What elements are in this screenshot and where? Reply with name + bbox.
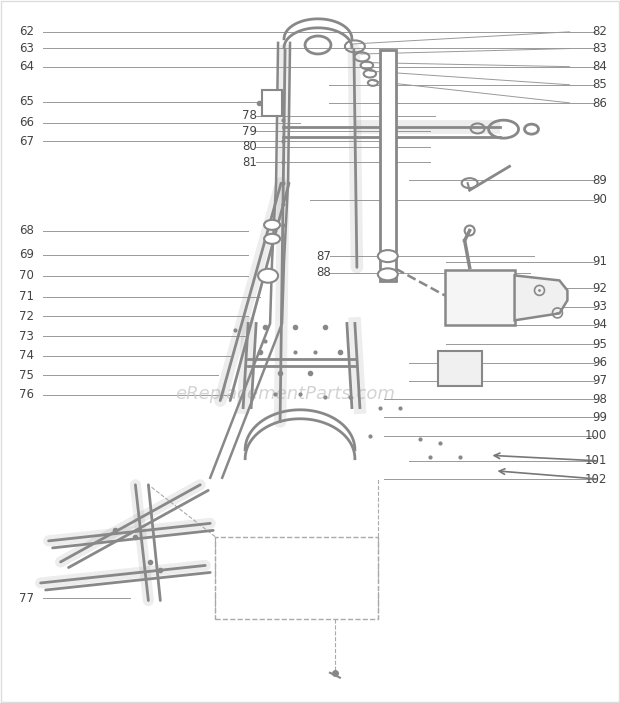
Text: 63: 63: [19, 42, 33, 55]
Ellipse shape: [258, 269, 278, 283]
Text: 72: 72: [19, 310, 33, 323]
Text: 96: 96: [592, 356, 608, 369]
Text: 94: 94: [592, 318, 608, 331]
Text: 65: 65: [19, 96, 33, 108]
Text: 95: 95: [593, 338, 608, 351]
Text: 82: 82: [593, 25, 608, 38]
Text: 91: 91: [592, 255, 608, 269]
Text: 85: 85: [593, 79, 608, 91]
Ellipse shape: [264, 220, 280, 230]
Text: 80: 80: [242, 140, 257, 153]
Text: 87: 87: [316, 250, 331, 263]
Text: 98: 98: [593, 393, 608, 406]
Text: 81: 81: [242, 155, 257, 169]
Bar: [445, 271, 515, 325]
Text: 74: 74: [19, 349, 33, 362]
Text: 79: 79: [242, 124, 257, 138]
Text: 86: 86: [593, 97, 608, 110]
Text: 100: 100: [585, 429, 608, 442]
Text: 90: 90: [593, 193, 608, 207]
Text: 67: 67: [19, 134, 33, 148]
Text: 102: 102: [585, 472, 608, 486]
Text: 78: 78: [242, 110, 257, 122]
Bar: [380, 50, 396, 281]
Text: 77: 77: [19, 592, 33, 605]
Text: 93: 93: [593, 300, 608, 313]
Ellipse shape: [378, 250, 398, 262]
Text: 76: 76: [19, 389, 33, 401]
Ellipse shape: [378, 269, 398, 280]
Text: 75: 75: [19, 369, 33, 382]
Bar: [262, 90, 282, 116]
Ellipse shape: [264, 234, 280, 244]
Text: 92: 92: [592, 282, 608, 295]
Text: 88: 88: [316, 266, 331, 279]
Text: 83: 83: [593, 42, 608, 55]
Text: 73: 73: [19, 330, 33, 342]
Bar: [215, 536, 378, 619]
Polygon shape: [515, 276, 567, 321]
Text: 71: 71: [19, 290, 33, 303]
Text: 62: 62: [19, 25, 33, 38]
Text: 84: 84: [593, 60, 608, 73]
Text: 66: 66: [19, 116, 33, 129]
Bar: [438, 351, 482, 387]
Text: 64: 64: [19, 60, 33, 73]
Text: 97: 97: [592, 375, 608, 387]
Text: 68: 68: [19, 224, 33, 238]
Text: 99: 99: [592, 411, 608, 424]
Text: 70: 70: [19, 269, 33, 282]
Text: 89: 89: [593, 174, 608, 187]
Text: 69: 69: [19, 248, 33, 262]
Text: 101: 101: [585, 454, 608, 467]
Text: eReplacementParts.com: eReplacementParts.com: [175, 385, 395, 403]
